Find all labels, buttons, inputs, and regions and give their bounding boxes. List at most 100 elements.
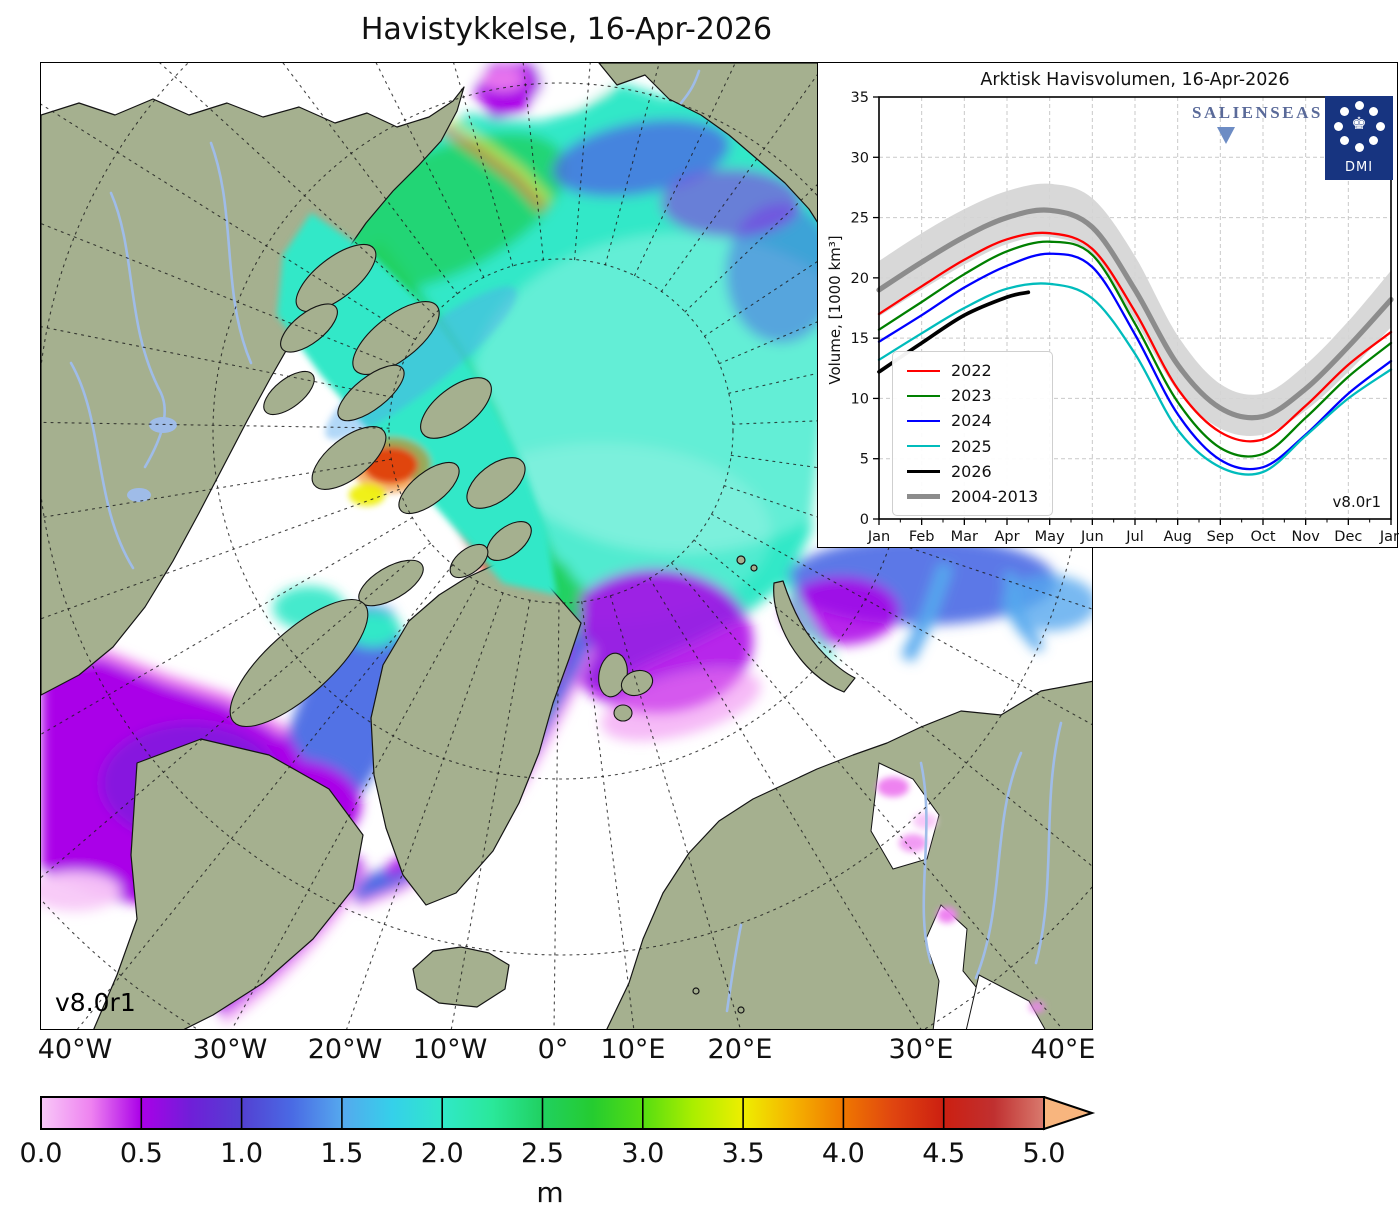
dmi-logo-dot <box>1369 106 1379 116</box>
legend-item-2026: 2026 <box>907 462 1038 481</box>
colorbar-tick-label: 0.5 <box>119 1138 163 1169</box>
legend-item-2023: 2023 <box>907 386 1038 405</box>
land-north-america <box>41 86 465 696</box>
legend-line-sample <box>907 445 940 448</box>
y-tick-label: 30 <box>851 150 869 166</box>
legend-label: 2022 <box>951 361 992 380</box>
dmi-logo-dots <box>1325 96 1393 160</box>
longitude-tick-label: 10°W <box>412 1034 488 1065</box>
inset-chart-canvas: Jan Feb Mar Apr May Jun Jul Aug Sep Oct Nov Dec Jan0… <box>851 90 1400 545</box>
legend-line-sample <box>907 369 940 372</box>
dmi-logo-dot <box>1369 136 1379 146</box>
land-islet <box>736 555 746 565</box>
dmi-logo-dot <box>1354 100 1364 110</box>
legend-label: 2023 <box>951 386 992 406</box>
longitude-tick-label: 20°W <box>307 1034 383 1065</box>
land-islet <box>737 1006 745 1014</box>
series-line-2022 <box>877 231 1393 443</box>
dmi-logo-label: DMI <box>1344 160 1374 175</box>
salienseas-iceberg-icon <box>1217 127 1235 144</box>
legend-label: 2024 <box>951 411 992 431</box>
page-title: Havistykkelse, 16-Apr-2026 <box>360 12 773 47</box>
longitude-tick-label: 20°E <box>707 1034 773 1065</box>
legend-label: 2026 <box>951 461 992 481</box>
colorbar-canvas <box>40 1095 1096 1131</box>
chart-legend: 2022 2023 2024 2025 2026 2004-2013 <box>892 351 1054 517</box>
arctic-islands <box>229 243 654 728</box>
chart-plot-group: Jan Feb Mar Apr May Jun Jul Aug Sep Oct Nov Dec Jan0… <box>851 90 1400 545</box>
dmi-logo-dot <box>1339 106 1349 116</box>
dmi-logo-dot <box>1354 142 1364 152</box>
dmi-logo: ♚ DMI <box>1325 96 1393 180</box>
land-greenland <box>370 560 582 906</box>
legend-item-2024: 2024 <box>907 411 1038 430</box>
colorbar-tick-labels: 0.0 0.5 1.0 1.5 2.0 2.5 3.0 3.5 4.0 4.5 5.0 <box>20 1138 1110 1174</box>
colorbar-tick-label: 3.5 <box>721 1138 765 1169</box>
colorbar-tick-label: 4.0 <box>821 1138 865 1169</box>
colorbar-tick-label: 3.0 <box>621 1138 665 1169</box>
legend-item-2025: 2025 <box>907 437 1038 456</box>
x-tick-label: Jan <box>867 529 890 545</box>
land-scandinavia-russia <box>606 680 1092 1029</box>
y-tick-label: 0 <box>860 512 869 528</box>
land-iceland <box>412 946 510 1008</box>
land-baffin-island <box>229 598 369 728</box>
map-version-label: v8.0r1 <box>55 988 136 1017</box>
x-tick-label: Jul <box>1125 529 1144 545</box>
x-tick-label: Nov <box>1292 529 1321 545</box>
legend-line-sample <box>907 469 940 474</box>
y-tick-label: 20 <box>851 271 869 287</box>
colorbar-tick-label: 2.0 <box>420 1138 464 1169</box>
x-tick-label: Aug <box>1164 529 1192 545</box>
longitude-tick-label: 30°E <box>888 1034 954 1065</box>
legend-item-2022: 2022 <box>907 361 1038 380</box>
colorbar-tick-label: 2.5 <box>521 1138 564 1169</box>
series-line-2004-2013 <box>876 207 1394 421</box>
land-quebec-labrador <box>93 738 364 1029</box>
dmi-logo-dot <box>1333 121 1343 131</box>
baltic-sea <box>965 974 1046 1029</box>
salienseas-logo: SALIENSEAS <box>1192 103 1323 122</box>
y-tick-label: 10 <box>851 391 869 407</box>
longitude-tick-label: 30°W <box>192 1034 268 1065</box>
series-line-2023 <box>877 240 1393 458</box>
colorbar <box>40 1095 1110 1136</box>
land-svalbard <box>613 704 633 722</box>
inset-version-label: v8.0r1 <box>1332 493 1381 511</box>
dmi-logo-dot <box>1339 136 1349 146</box>
colorbar-tick-label: 5.0 <box>1022 1138 1066 1169</box>
x-tick-label: May <box>1035 529 1065 545</box>
land-islet <box>692 987 700 995</box>
inset-chart-title: Arktisk Havisvolumen, 16-Apr-2026 <box>980 70 1290 90</box>
legend-line-sample <box>907 494 940 499</box>
x-tick-label: Oct <box>1250 529 1275 545</box>
series-line-2025 <box>877 282 1393 476</box>
colorbar-unit-label: m <box>536 1176 564 1209</box>
colorbar-tick-label: 0.0 <box>19 1138 63 1169</box>
y-tick-label: 5 <box>860 452 869 468</box>
x-tick-label: Feb <box>909 529 935 545</box>
rivers <box>69 69 1063 1013</box>
longitude-tick-label: 0° <box>537 1034 569 1065</box>
inland-sea-ice <box>877 777 1045 1013</box>
longitude-tick-label: 40°W <box>37 1034 113 1065</box>
colorbar-tick-label: 4.5 <box>922 1138 966 1169</box>
longitude-tick-label: 10°E <box>600 1034 666 1065</box>
colorbar-tick-label: 1.5 <box>320 1138 364 1169</box>
chart-plot-area: Jan Feb Mar Apr May Jun Jul Aug Sep Oct Nov Dec Jan 0… <box>818 63 1400 553</box>
longitude-tick-label: 40°E <box>1030 1034 1096 1065</box>
legend-label: 2025 <box>951 436 992 456</box>
x-tick-label: Mar <box>951 529 978 545</box>
legend-line-sample <box>907 394 940 397</box>
legend-item-2004-2013: 2004-2013 <box>907 487 1038 506</box>
dmi-crown-icon: ♚ <box>1351 114 1367 134</box>
x-tick-label: Jan <box>1379 529 1399 545</box>
chart-axes: Jan Feb Mar Apr May Jun Jul Aug Sep Oct Nov Dec Jan0… <box>851 90 1400 545</box>
legend-label: 2004-2013 <box>951 486 1039 506</box>
y-tick-label: 35 <box>851 90 869 106</box>
colorbar-tick-label: 1.0 <box>220 1138 264 1169</box>
x-tick-label: Dec <box>1334 529 1362 545</box>
dmi-logo-dot <box>1375 121 1385 131</box>
inset-chart-panel: Arktisk Havisvolumen, 16-Apr-2026 Volume… <box>817 62 1400 548</box>
